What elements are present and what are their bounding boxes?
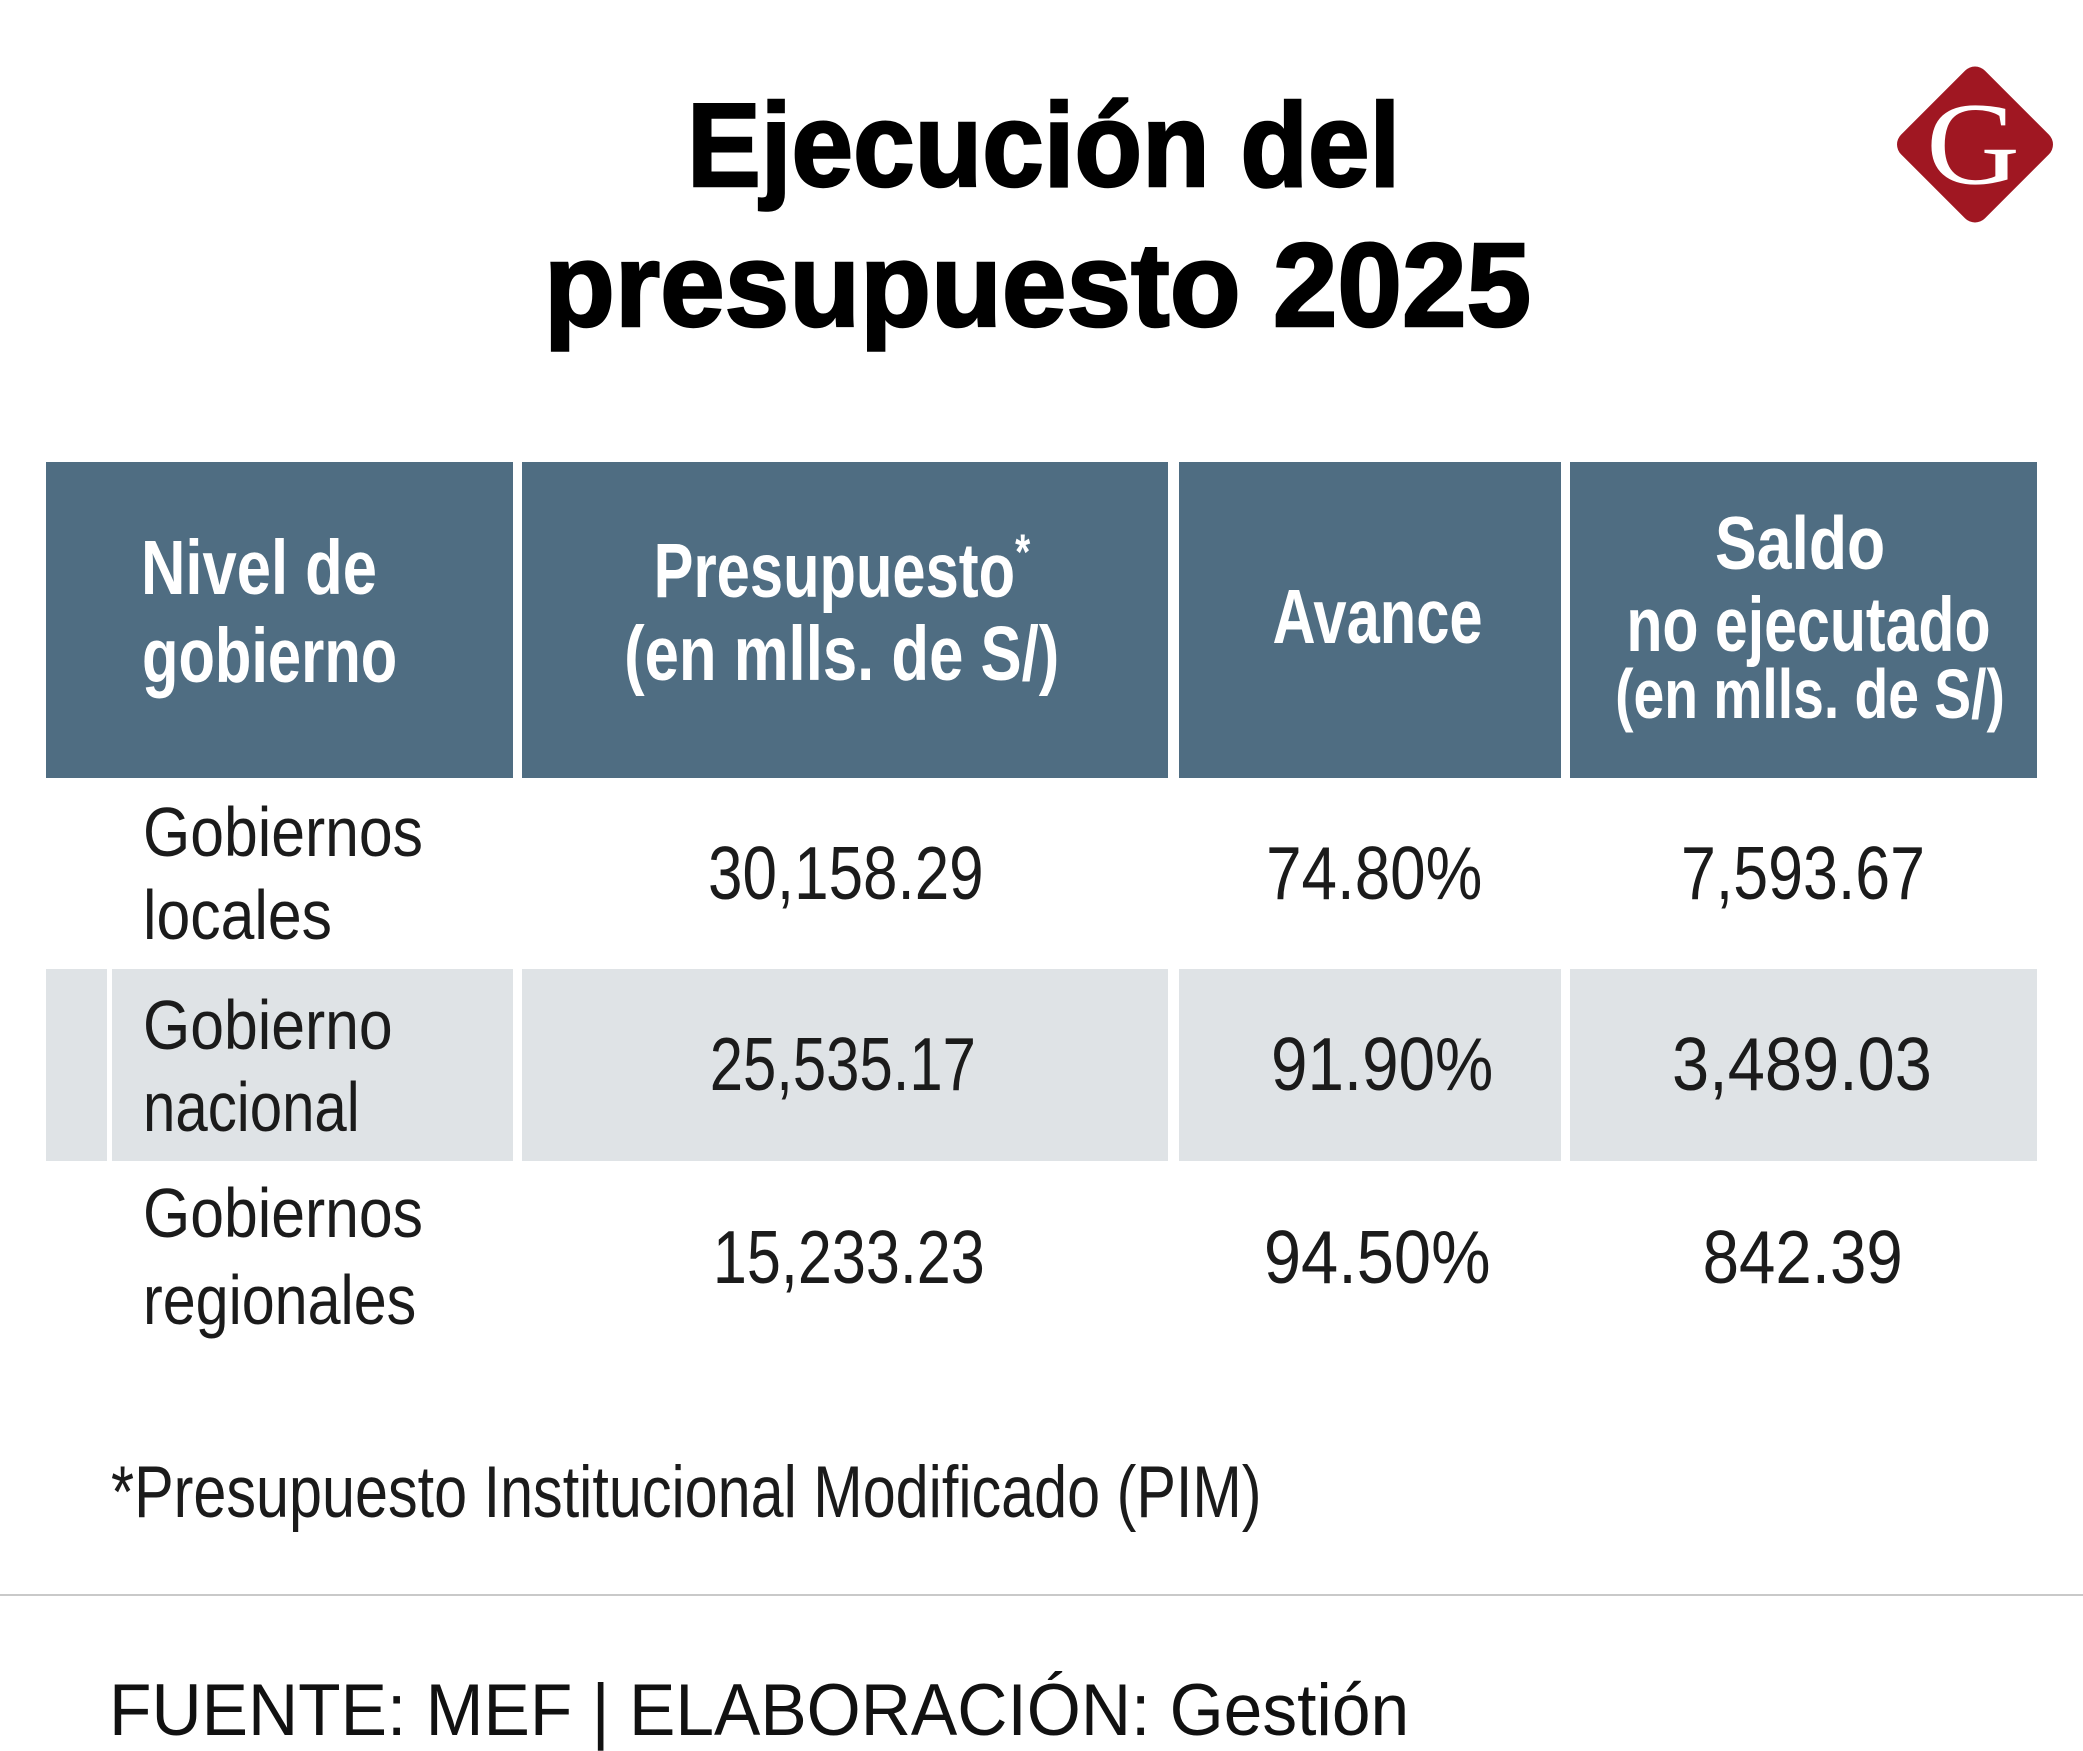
svg-text:G: G: [1926, 78, 2020, 209]
